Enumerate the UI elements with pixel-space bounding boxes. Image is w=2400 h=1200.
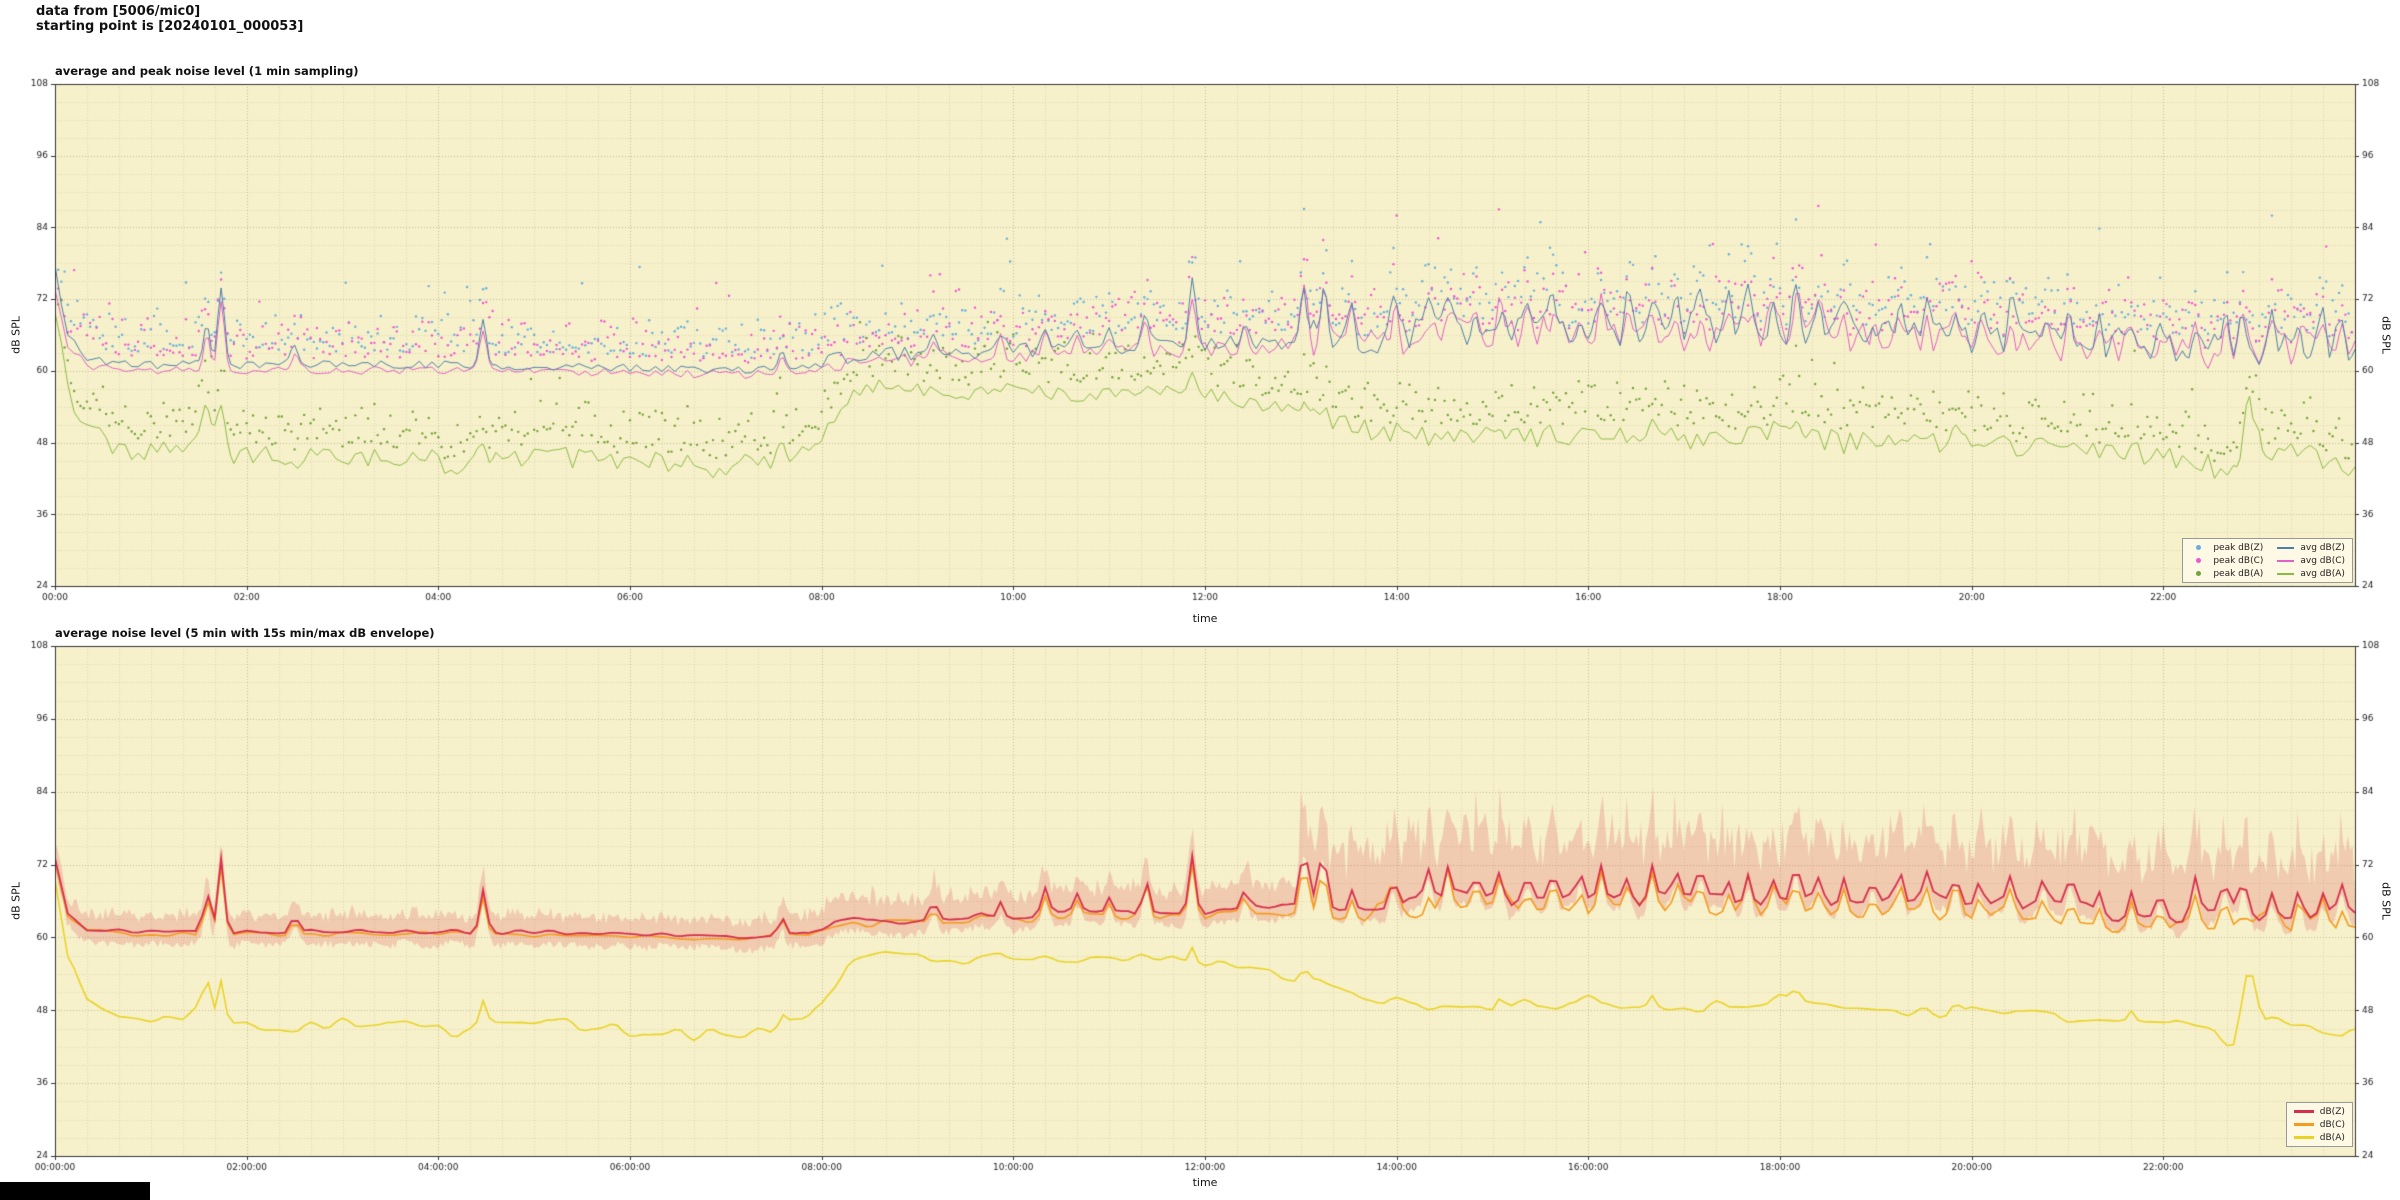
header-data-source: data from [5006/mic0] [36, 4, 201, 19]
chart2-legend-column: dB(Z) dB(C) dB(A) [2293, 1106, 2345, 1143]
chart1-legend: peak dB(Z) peak dB(C) peak dB(A) avg dB(… [2182, 538, 2353, 583]
legend-label-peak-dbz: peak dB(Z) [2213, 542, 2264, 553]
legend-label-dba: dB(A) [2319, 1132, 2345, 1143]
legend-entry-avg-dba: avg dB(A) [2277, 568, 2345, 579]
chart1-legend-peak-column: peak dB(Z) peak dB(C) peak dB(A) [2190, 542, 2263, 579]
avg-dbz-line-icon [2277, 546, 2295, 549]
peak-dba-dot-icon [2196, 571, 2202, 576]
chart2-legend: dB(Z) dB(C) dB(A) [2285, 1102, 2353, 1147]
peak-dbc-dot-icon [2196, 558, 2202, 563]
dba-line-icon [2293, 1136, 2314, 1139]
legend-label-avg-dba: avg dB(A) [2300, 568, 2345, 579]
legend-entry-dbz: dB(Z) [2293, 1106, 2345, 1117]
header: data from [5006/mic0] starting point is … [36, 4, 303, 34]
dbz-line-icon [2293, 1110, 2314, 1113]
header-starting-point: starting point is [20240101_000053] [36, 19, 304, 34]
legend-entry-dbc: dB(C) [2293, 1119, 2345, 1130]
legend-label-avg-dbz: avg dB(Z) [2300, 542, 2345, 553]
chart1-xlabel: time [1192, 612, 1218, 625]
peak-dbz-dot-icon [2196, 545, 2202, 550]
chart2-xlabel: time [1192, 1176, 1218, 1189]
legend-entry-peak-dbc: peak dB(C) [2190, 555, 2263, 566]
legend-entry-peak-dba: peak dB(A) [2190, 568, 2263, 579]
chart2-ylabel-right: dB SPL [2379, 882, 2393, 920]
chart1-ylabel-right: dB SPL [2379, 316, 2393, 354]
avg-dbc-line-icon [2277, 559, 2295, 562]
legend-label-dbz: dB(Z) [2319, 1106, 2345, 1117]
legend-entry-avg-dbz: avg dB(Z) [2277, 542, 2345, 553]
legend-label-avg-dbc: avg dB(C) [2300, 555, 2345, 566]
chart2-title: average noise level (5 min with 15s min/… [55, 626, 435, 640]
avg-dba-line-icon [2277, 572, 2295, 575]
legend-entry-avg-dbc: avg dB(C) [2277, 555, 2345, 566]
chart1-title: average and peak noise level (1 min samp… [55, 64, 359, 78]
chart1-ylabel-left: dB SPL [9, 316, 23, 354]
legend-label-dbc: dB(C) [2319, 1119, 2345, 1130]
legend-entry-dba: dB(A) [2293, 1132, 2345, 1143]
legend-label-peak-dba: peak dB(A) [2213, 568, 2264, 579]
bottom-left-black-strip [0, 1182, 150, 1200]
legend-entry-peak-dbz: peak dB(Z) [2190, 542, 2263, 553]
dbc-line-icon [2293, 1123, 2314, 1126]
chart1-legend-avg-column: avg dB(Z) avg dB(C) avg dB(A) [2277, 542, 2345, 579]
chart2-ylabel-left: dB SPL [9, 882, 23, 920]
legend-label-peak-dbc: peak dB(C) [2213, 555, 2264, 566]
